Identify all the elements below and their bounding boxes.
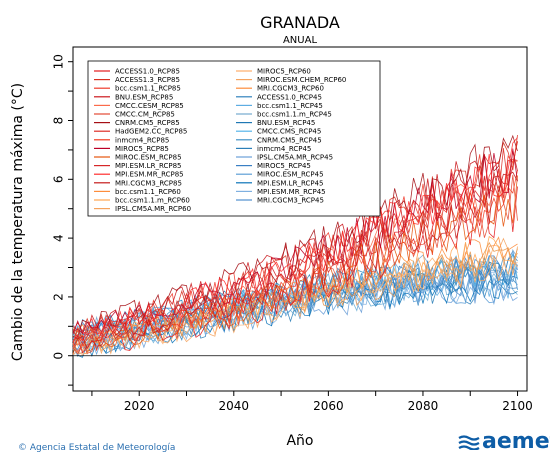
legend-label: IPSL.CM5A.MR_RCP45	[257, 154, 333, 162]
series-line-rcp85-12	[72, 137, 518, 342]
chart-title: GRANADA	[260, 13, 340, 32]
x-axis-label: Año	[286, 433, 313, 449]
y-tick-label: 6	[52, 175, 66, 183]
series-line-rcp85-5	[72, 174, 518, 354]
legend-label: MPI.ESM.MR_RCP85	[115, 171, 184, 179]
plot-frame	[72, 46, 528, 392]
y-tick-label: 4	[52, 234, 66, 242]
chart-subtitle: ANUAL	[283, 35, 317, 46]
series-line-rcp85-13	[72, 171, 518, 350]
legend-label: MIROC5_RCP45	[257, 162, 311, 170]
legend-label: MPI.ESM.LR_RCP85	[115, 162, 181, 170]
footer-credit: © Agencia Estatal de Meteorología	[18, 443, 176, 453]
legend-label: MIROC.ESM.CHEM_RCP60	[257, 76, 346, 84]
axes-layer: 0 2 4 6 8 10 2020 2040 2060 2080 2100	[52, 54, 533, 413]
series-line-rcp85-11	[72, 159, 518, 345]
x-tick-label: 2060	[313, 399, 344, 413]
legend-label: HadGEM2.CC_RCP85	[115, 128, 187, 136]
legend-label: MIROC5_RCP85	[115, 145, 169, 153]
series-line-rcp45-13	[72, 265, 518, 358]
x-tick-label: 2040	[219, 399, 250, 413]
legend-label: IPSL.CM5A.MR_RCP60	[115, 205, 191, 213]
aemet-brand: aemet	[482, 429, 550, 454]
legend-label: CNRM.CM5_RCP45	[257, 136, 322, 144]
y-tick-label: 10	[52, 54, 66, 69]
series-line-rcp60-0	[72, 245, 518, 356]
series-layer	[72, 134, 518, 358]
legend-label: ACCESS1.0_RCP85	[115, 68, 180, 76]
legend-label: BNU.ESM_RCP85	[115, 93, 173, 101]
legend-label: MPI.ESM.MR_RCP45	[257, 188, 326, 196]
legend-label: bcc.csm1.1_RCP85	[115, 85, 181, 93]
legend-label: CMCC.CESM_RCP85	[115, 102, 184, 110]
legend-label: ACCESS1.3_RCP85	[115, 76, 180, 84]
x-tick-label: 2080	[408, 399, 439, 413]
series-line-rcp60-5	[72, 241, 518, 353]
legend-label: MIROC5_RCP60	[257, 68, 311, 76]
legend-label: bcc.csm1.1.m_RCP45	[257, 111, 332, 119]
legend-label: inmcm4_RCP45	[257, 145, 311, 153]
legend-label: BNU.ESM_RCP45	[257, 119, 315, 127]
legend-label: MIROC.ESM_RCP85	[115, 154, 182, 162]
legend-label: MIROC.ESM_RCP45	[257, 171, 324, 179]
legend-label: bcc.csm1.1_RCP60	[115, 188, 181, 196]
legend: ACCESS1.0_RCP85ACCESS1.3_RCP85bcc.csm1.1…	[87, 60, 381, 217]
legend-label: CMCC.CMS_RCP45	[257, 128, 321, 136]
legend-label: MRI.CGCM3_RCP85	[115, 179, 182, 187]
plot-border	[72, 46, 528, 392]
legend-box	[87, 60, 381, 217]
legend-label: inmcm4_RCP85	[115, 136, 169, 144]
series-line-rcp85-9	[72, 148, 518, 335]
legend-label: MRI.CGCM3_RCP60	[257, 85, 324, 93]
legend-label: CNRM.CM5_RCP85	[115, 119, 180, 127]
y-tick-label: 0	[52, 352, 66, 360]
aemet-logo-icon	[458, 434, 480, 451]
legend-label: bcc.csm1.1_RCP45	[257, 102, 323, 110]
y-axis-label: Cambio de la temperatura máxima (°C)	[10, 83, 26, 361]
y-tick-label: 8	[52, 117, 66, 125]
legend-label: ACCESS1.0_RCP45	[257, 93, 322, 101]
legend-label: MRI.CGCM3_RCP45	[257, 197, 324, 205]
legend-label: CMCC.CM_RCP85	[115, 111, 175, 119]
series-line-rcp85-6	[72, 134, 518, 338]
legend-label: bcc.csm1.1.m_RCP60	[115, 197, 190, 205]
x-tick-label: 2100	[502, 399, 533, 413]
legend-label: MPI.ESM.LR_RCP45	[257, 179, 323, 187]
x-tick-label: 2020	[124, 399, 155, 413]
y-tick-label: 2	[52, 293, 66, 301]
